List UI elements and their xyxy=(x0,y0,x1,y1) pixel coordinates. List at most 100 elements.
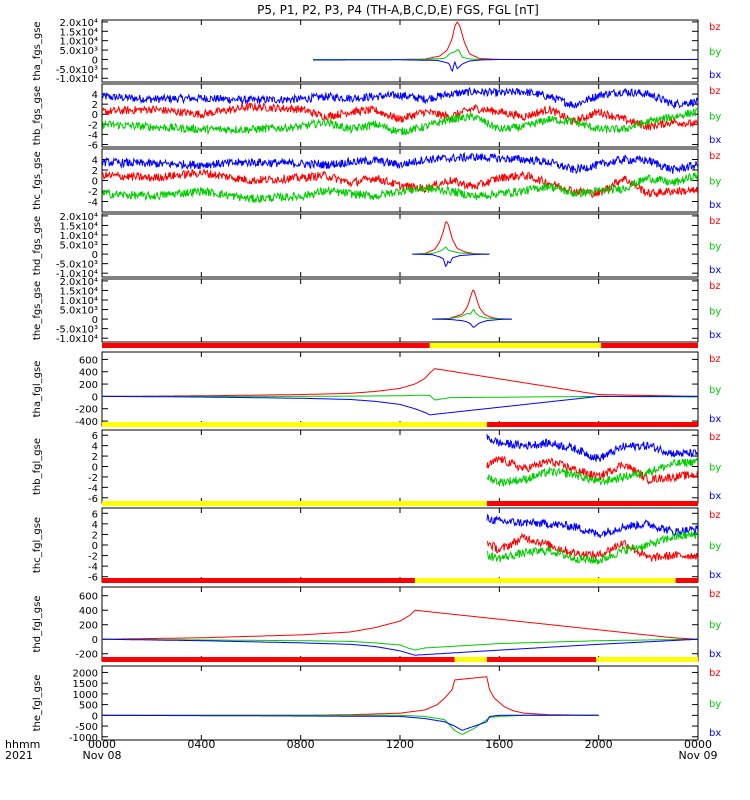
series-line-bz xyxy=(432,289,512,320)
y-tick-label: 0 xyxy=(92,635,98,646)
series-line-bz xyxy=(102,609,698,640)
legend-by: by xyxy=(709,463,721,474)
y-tick-label: 6 xyxy=(92,431,98,442)
y-axis-label: thc_fgs_gse xyxy=(32,151,43,210)
time-axis-label-hhmm: hhmm xyxy=(5,738,40,751)
y-tick-label: -5.0x10³ xyxy=(56,65,98,76)
series-line-bx xyxy=(486,513,698,539)
series-line-bx xyxy=(432,318,512,328)
series-line-bx xyxy=(102,638,698,656)
y-tick-label: -500 xyxy=(75,722,98,733)
y-tick-label: 1500 xyxy=(73,679,98,690)
legend-by: by xyxy=(709,177,721,188)
y-tick-label: 600 xyxy=(79,592,98,603)
legend-bz: bz xyxy=(709,354,721,365)
y-tick-label: 2 xyxy=(92,166,98,177)
panel-tha_fgs_gse: 2.0x10⁴1.5x10⁴1.0x10⁴5.0x10³0-5.0x10³-1.… xyxy=(32,18,721,85)
y-tick-label: 1.5x10⁴ xyxy=(59,221,98,232)
status-bar-segment xyxy=(486,422,698,427)
status-bar-segment xyxy=(601,343,698,348)
legend-bz: bz xyxy=(709,432,721,443)
legend-by: by xyxy=(709,242,721,253)
y-tick-label: 0 xyxy=(92,110,98,121)
y-tick-label: 5.0x10³ xyxy=(59,241,98,252)
status-bar-segment xyxy=(596,657,698,662)
legend-by: by xyxy=(709,620,721,631)
legend-bx: bx xyxy=(709,265,721,276)
legend-by: by xyxy=(709,307,721,318)
time-tick-label: 1600 xyxy=(485,738,513,751)
y-tick-label: 200 xyxy=(79,380,98,391)
y-tick-label: 0 xyxy=(92,177,98,188)
y-axis-label: thd_fgs_gse xyxy=(32,216,43,275)
plot-title: P5, P1, P2, P3, P4 (TH-A,B,C,D,E) FGS, F… xyxy=(257,3,539,17)
panel-thc_fgs_gse: 420-2-4 thc_fgs_gse bz by bx xyxy=(32,148,721,213)
panel-frame xyxy=(101,429,699,504)
series-line-bx xyxy=(102,395,698,416)
legend-bz: bz xyxy=(709,510,721,521)
y-axis-label: tha_fgs_gse xyxy=(32,21,43,80)
legend-bx: bx xyxy=(709,135,721,146)
y-tick-label: 2.0x10⁴ xyxy=(59,18,98,29)
series-line-bz xyxy=(486,532,698,562)
series-line-bx xyxy=(102,151,698,175)
y-tick-label: 4 xyxy=(92,90,98,101)
status-bar-segment xyxy=(486,501,698,506)
series-line-bz xyxy=(102,368,698,397)
y-tick-label: -6 xyxy=(88,573,98,584)
y-tick-label: 0 xyxy=(92,250,98,261)
series-line-by xyxy=(486,531,698,565)
y-tick-label: -4 xyxy=(88,130,98,141)
y-tick-label: 2 xyxy=(92,100,98,111)
panel-frame xyxy=(101,507,699,583)
y-axis-label: thb_fgl_gse xyxy=(32,438,43,495)
y-tick-label: 5.0x10³ xyxy=(59,306,98,317)
series-line-by xyxy=(432,308,512,320)
y-tick-label: -200 xyxy=(75,405,98,416)
time-tick-label: 0800 xyxy=(287,738,315,751)
status-bar-segment xyxy=(102,501,487,506)
time-axis-label-year: 2021 xyxy=(5,749,33,762)
series-line-bx xyxy=(412,253,490,268)
series-line-by xyxy=(102,107,698,136)
series-line-bz xyxy=(313,21,698,60)
legend-by: by xyxy=(709,541,721,552)
legend-by: by xyxy=(709,699,721,710)
legend-bz: bz xyxy=(709,22,721,33)
panel-thb_fgs_gse: 420-2-4-6 thb_fgs_gse bz by bx xyxy=(32,83,721,151)
y-tick-label: 1.5x10⁴ xyxy=(59,27,98,38)
y-tick-label: 0 xyxy=(92,392,98,403)
series-line-bz xyxy=(102,102,698,131)
y-tick-label: 200 xyxy=(79,621,98,632)
time-tick-label: 0000 xyxy=(684,738,712,751)
y-tick-label: -4 xyxy=(88,562,98,573)
y-tick-label: 2000 xyxy=(73,668,98,679)
legend-bz: bz xyxy=(709,281,721,292)
series-line-by xyxy=(486,457,698,488)
y-tick-label: 400 xyxy=(79,368,98,379)
legend-bz: bz xyxy=(709,86,721,97)
status-bar-segment xyxy=(102,422,487,427)
series-line-bz xyxy=(102,676,599,716)
time-tick-label: 1200 xyxy=(386,738,414,751)
series-line-by xyxy=(102,714,599,735)
legend-by: by xyxy=(709,385,721,396)
y-tick-label: -6 xyxy=(88,494,98,505)
status-bar-segment xyxy=(102,657,455,662)
y-tick-label: 2.0x10⁴ xyxy=(59,277,98,288)
legend-bz: bz xyxy=(709,151,721,162)
legend-bz: bz xyxy=(709,216,721,227)
y-tick-label: -1.0x10⁴ xyxy=(56,74,98,85)
y-axis-label: thc_fgl_gse xyxy=(32,517,43,573)
y-tick-label: 600 xyxy=(79,355,98,366)
status-bar-segment xyxy=(486,657,597,662)
y-tick-label: 2 xyxy=(92,530,98,541)
y-tick-label: 500 xyxy=(79,701,98,712)
panel-frame xyxy=(101,586,699,662)
legend-bx: bx xyxy=(709,200,721,211)
y-tick-label: -6 xyxy=(88,140,98,151)
legend-bx: bx xyxy=(709,491,721,502)
status-bar-segment xyxy=(414,578,676,583)
y-tick-label: 4 xyxy=(92,520,98,531)
